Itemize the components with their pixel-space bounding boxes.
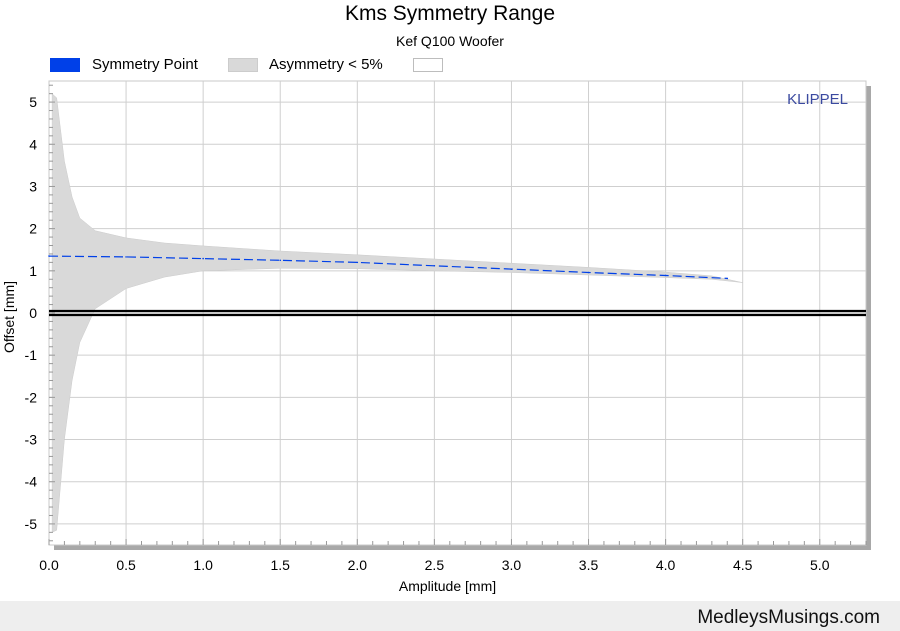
legend-label-asymmetry: Asymmetry < 5% <box>269 56 383 73</box>
asymmetry-band <box>51 93 743 533</box>
y-tick-label: -5 <box>25 516 38 532</box>
x-tick-label: 4.0 <box>656 557 676 573</box>
legend: Symmetry Point Asymmetry < 5% <box>0 54 900 76</box>
symmetry-point-line <box>48 255 728 279</box>
x-tick-label: 3.0 <box>502 557 522 573</box>
x-tick-label: 2.5 <box>425 557 445 573</box>
symmetry-point <box>202 257 204 260</box>
y-tick-label: -3 <box>25 432 38 448</box>
x-tick-label: 0.0 <box>39 557 59 573</box>
x-axis-label: Amplitude [mm] <box>399 578 496 594</box>
y-tick-label: -1 <box>25 347 38 363</box>
x-tick-label: 5.0 <box>810 557 830 573</box>
y-tick-label: 0 <box>29 305 37 321</box>
klippel-watermark: KLIPPEL <box>787 91 848 108</box>
chart-title: Kms Symmetry Range <box>344 2 556 25</box>
chart-subtitle: Kef Q100 Woofer <box>396 33 504 49</box>
legend-swatch-symmetry-point <box>50 58 80 72</box>
y-tick-label: -2 <box>25 389 38 405</box>
symmetry-point <box>125 256 127 258</box>
x-tick-label: 4.5 <box>733 557 753 573</box>
legend-label-symmetry-point: Symmetry Point <box>92 56 198 73</box>
y-tick-label: 4 <box>29 136 37 152</box>
symmetry-point <box>433 264 436 267</box>
x-tick-label: 1.5 <box>270 557 290 573</box>
y-tick-label: 3 <box>29 178 37 194</box>
y-tick-label: 2 <box>29 221 37 237</box>
symmetry-point <box>279 259 282 262</box>
footer: MedleysMusings.com <box>0 601 900 631</box>
y-axis-label: Offset [mm] <box>1 281 17 353</box>
y-tick-label: 5 <box>29 94 37 110</box>
symmetry-point <box>510 268 513 270</box>
y-tick-label: 1 <box>29 263 37 279</box>
legend-swatch-empty <box>413 58 443 72</box>
symmetry-point <box>664 274 667 277</box>
x-tick-label: 3.5 <box>579 557 599 573</box>
chart-plot: 0.0 0.5 1.0 1.5 2.0 2.5 3.0 3.5 4.0 4.5 5.0 5 4 3 2 1 0 -… <box>1 80 871 594</box>
symmetry-point <box>356 261 359 264</box>
symmetry-point <box>587 271 590 274</box>
y-tick-label: -4 <box>25 474 38 490</box>
symmetry-point <box>726 277 729 280</box>
legend-swatch-asymmetry <box>228 58 258 72</box>
x-tick-label: 2.0 <box>348 557 368 573</box>
x-tick-label: 0.5 <box>116 557 136 573</box>
x-tick-label: 1.0 <box>193 557 213 573</box>
symmetry-point <box>48 255 50 257</box>
footer-brand: MedleysMusings.com <box>697 607 880 628</box>
